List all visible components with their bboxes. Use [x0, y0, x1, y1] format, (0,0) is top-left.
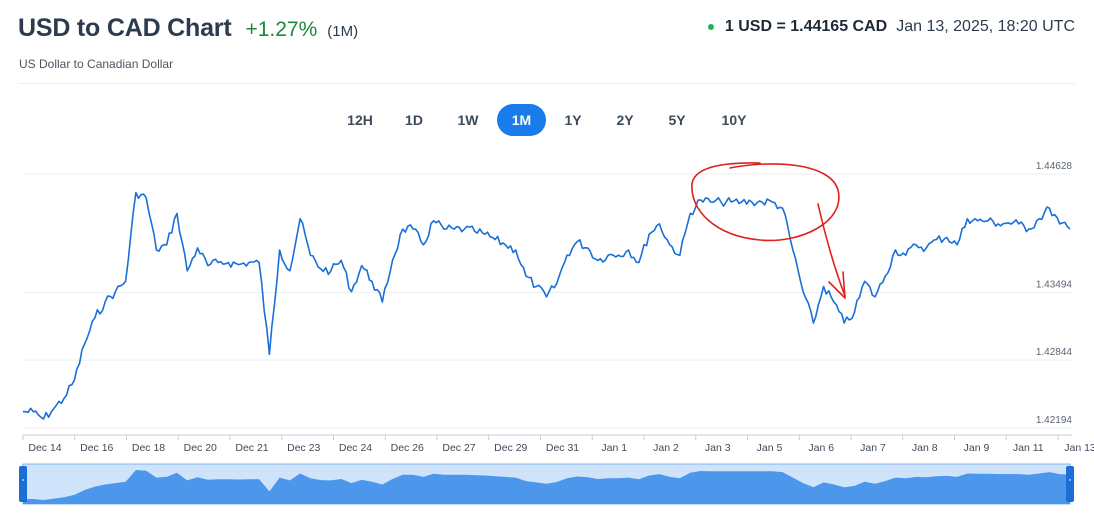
- annotation-circle: [691, 162, 840, 242]
- x-tick-label: Jan 2: [653, 442, 679, 454]
- tab-2y[interactable]: 2Y: [616, 112, 634, 128]
- tab-1d[interactable]: 1D: [405, 112, 423, 128]
- x-tick-label: Dec 18: [132, 442, 165, 454]
- page-subtitle: US Dollar to Canadian Dollar: [19, 57, 174, 71]
- y-tick-label: 1.44628: [1036, 161, 1073, 172]
- x-tick-label: Dec 14: [28, 442, 61, 454]
- x-tick-label: Dec 29: [494, 442, 527, 454]
- x-tick-label: Dec 31: [546, 442, 579, 454]
- x-tick-label: Dec 16: [80, 442, 113, 454]
- tab-12h[interactable]: 12H: [347, 112, 373, 128]
- rate-summary: 1 USD = 1.44165 CAD Jan 13, 2025, 18:20 …: [707, 18, 1075, 36]
- page-title: USD to CAD Chart: [18, 14, 232, 42]
- header-divider: [18, 83, 1076, 84]
- x-tick-label: Jan 5: [757, 442, 783, 454]
- x-tick-label: Jan 9: [964, 442, 990, 454]
- tab-5y[interactable]: 5Y: [668, 112, 686, 128]
- x-tick-label: Jan 1: [601, 442, 627, 454]
- percent-change: +1.27%: [245, 18, 318, 41]
- tab-10y[interactable]: 10Y: [721, 112, 747, 128]
- rate-value: 1 USD = 1.44165 CAD: [724, 18, 888, 35]
- range-tabs: 12H 1D 1W 1M 1Y 2Y 5Y 10Y: [0, 104, 1094, 136]
- rate-timestamp: Jan 13, 2025, 18:20 UTC: [896, 18, 1075, 35]
- x-tick-label: Jan 7: [860, 442, 886, 454]
- navigator-area: [23, 470, 1070, 504]
- x-tick-label: Jan 13: [1064, 442, 1094, 454]
- series-line[interactable]: [22, 191, 1071, 420]
- y-tick-label: 1.42844: [1036, 347, 1073, 358]
- change-period: (1M): [327, 23, 359, 40]
- x-tick-label: Dec 24: [339, 442, 372, 454]
- tab-1y[interactable]: 1Y: [564, 112, 582, 128]
- x-tick-label: Jan 3: [705, 442, 731, 454]
- annotation-arrow-head: [828, 271, 846, 299]
- x-tick-label: Dec 26: [391, 442, 424, 454]
- annotation-arrow-shaft: [817, 203, 846, 297]
- y-tick-label: 1.42194: [1036, 415, 1073, 426]
- x-tick-label: Dec 21: [235, 442, 268, 454]
- x-tick-label: Dec 23: [287, 442, 320, 454]
- title-row: USD to CAD Chart +1.27% (1M): [18, 14, 358, 43]
- x-tick-label: Jan 11: [1013, 442, 1044, 454]
- x-tick-label: Dec 27: [442, 442, 475, 454]
- tab-1w[interactable]: 1W: [457, 112, 479, 128]
- navigator-handle-left[interactable]: [19, 466, 27, 502]
- x-tick-label: Jan 8: [912, 442, 938, 454]
- navigator-handle-right[interactable]: [1066, 466, 1074, 502]
- x-tick-label: Jan 6: [808, 442, 834, 454]
- x-tick-label: Dec 20: [184, 442, 217, 454]
- live-status-dot-icon: [707, 24, 714, 30]
- y-tick-label: 1.43494: [1036, 279, 1073, 290]
- tab-1m[interactable]: 1M: [497, 104, 546, 136]
